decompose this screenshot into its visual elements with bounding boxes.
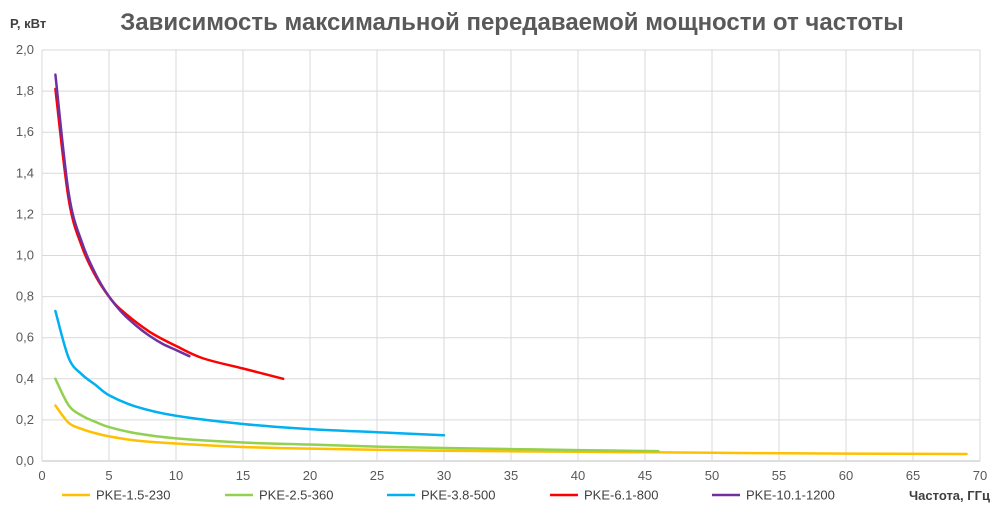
y-tick-label: 0,8 [16,289,34,304]
x-axis-label: Частота, ГГц [909,488,990,503]
x-tick-label: 25 [370,468,384,483]
series-lines [54,73,968,456]
y-tick-label: 0,4 [16,371,34,386]
x-tick-label: 55 [772,468,786,483]
legend-item: PKE-3.8-500 [387,488,495,503]
x-tick-label: 35 [504,468,518,483]
y-tick-label: 0,2 [16,412,34,427]
y-tick-label: 1,8 [16,83,34,98]
legend-item: PKE-10.1-1200 [712,488,835,503]
legend-label: PKE-6.1-800 [584,488,658,503]
y-axis-label: Р, кВт [10,16,46,31]
x-tick-label: 60 [839,468,853,483]
y-tick-label: 2,0 [16,42,34,57]
y-tick-label: 1,6 [16,124,34,139]
series-line-pke-10-1-1200 [54,73,191,358]
legend-item: PKE-6.1-800 [550,488,658,503]
x-tick-label: 70 [973,468,987,483]
chart-title: Зависимость максимальной передаваемой мо… [120,9,904,36]
legend-label: PKE-2.5-360 [259,488,333,503]
x-tick-label: 40 [571,468,585,483]
legend-label: PKE-10.1-1200 [746,488,835,503]
grid [41,49,981,462]
x-tick-label: 10 [169,468,183,483]
x-tick-label: 20 [303,468,317,483]
legend-item: PKE-1.5-230 [62,488,170,503]
x-tick-label: 50 [705,468,719,483]
y-axis-ticks: 0,0 0,2 0,4 0,6 0,8 1,0 1,2 1,4 1,6 1,8 2,0 [16,42,34,468]
x-tick-label: 5 [105,468,112,483]
x-axis-ticks: 0 5 10 15 20 25 30 35 40 45 50 55 60 65 70 [38,468,987,483]
y-tick-label: 1,0 [16,248,34,263]
x-tick-label: 65 [906,468,920,483]
series-line-pke-1-5-230 [54,404,968,456]
series-line-pke-2-5-360 [54,377,660,453]
legend-label: PKE-1.5-230 [96,488,170,503]
x-tick-label: 0 [38,468,45,483]
x-tick-label: 15 [236,468,250,483]
legend: PKE-1.5-230 PKE-2.5-360 PKE-3.8-500 PKE-6.1… [62,488,835,503]
y-tick-label: 0,0 [16,453,34,468]
series-line-pke-3-8-500 [54,309,446,437]
x-tick-label: 30 [437,468,451,483]
y-tick-label: 0,6 [16,330,34,345]
legend-item: PKE-2.5-360 [225,488,333,503]
x-tick-label: 45 [638,468,652,483]
y-tick-label: 1,2 [16,206,34,221]
legend-label: PKE-3.8-500 [421,488,495,503]
y-tick-label: 1,4 [16,165,34,180]
